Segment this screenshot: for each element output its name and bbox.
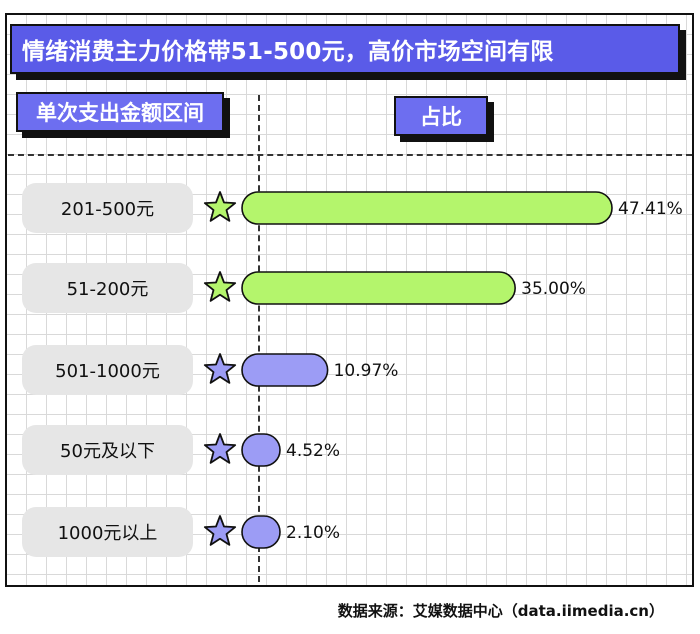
value-label: 4.52% — [286, 441, 340, 461]
bar — [241, 271, 516, 305]
value-label: 2.10% — [286, 523, 340, 543]
data-source: 数据来源：艾媒数据中心（data.iimedia.cn） — [337, 602, 664, 620]
category-label: 201-500元 — [22, 183, 193, 233]
value-label: 47.41% — [618, 199, 683, 219]
range-column-header: 单次支出金额区间 — [16, 92, 224, 132]
value-label: 35.00% — [521, 279, 586, 299]
star-icon — [203, 433, 237, 464]
star-icon — [203, 353, 237, 384]
category-label: 501-1000元 — [22, 345, 193, 395]
bar — [241, 515, 281, 549]
chart-title: 情绪消费主力价格带51-500元，高价市场空间有限 — [10, 24, 680, 74]
category-label: 51-200元 — [22, 263, 193, 313]
bar — [241, 353, 329, 387]
bar — [241, 191, 613, 225]
header-divider — [8, 154, 692, 156]
star-icon — [203, 191, 237, 222]
axis-divider — [258, 95, 260, 582]
category-label: 1000元以上 — [22, 507, 193, 557]
star-icon — [203, 271, 237, 302]
value-label: 10.97% — [334, 361, 399, 381]
share-column-header: 占比 — [394, 96, 488, 136]
star-icon — [203, 515, 237, 546]
category-label: 50元及以下 — [22, 425, 193, 475]
bar — [241, 433, 281, 467]
